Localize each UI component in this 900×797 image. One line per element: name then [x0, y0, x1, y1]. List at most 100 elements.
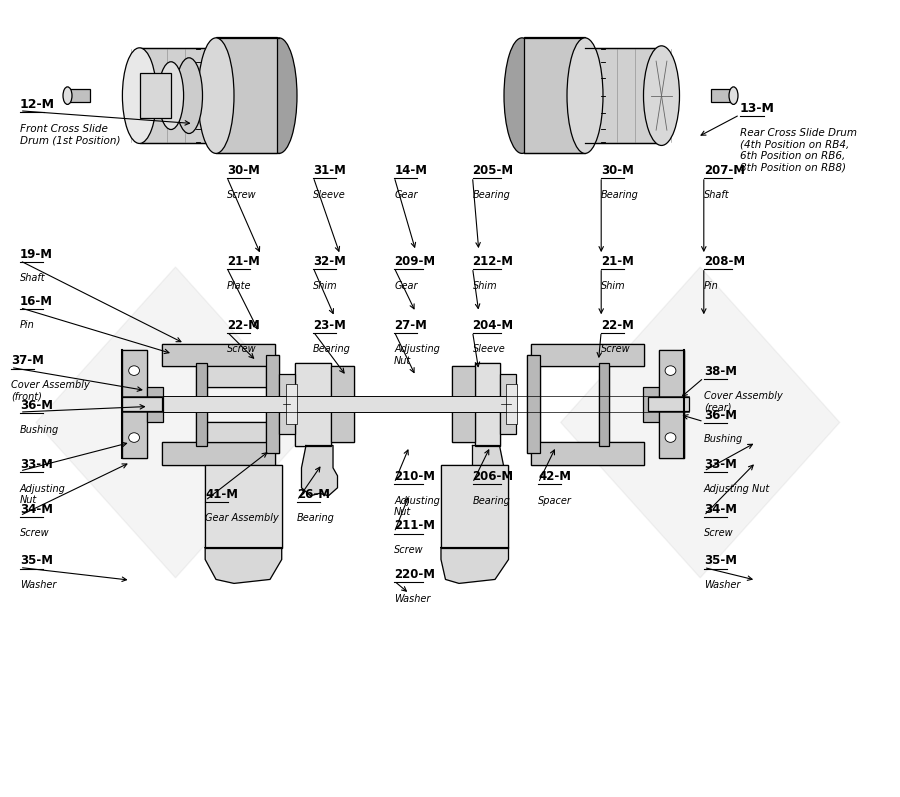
Text: Gear Assembly: Gear Assembly — [205, 513, 279, 524]
Bar — [475, 363, 500, 446]
Ellipse shape — [644, 48, 679, 143]
Text: Bearing: Bearing — [601, 190, 639, 200]
Text: 21-M: 21-M — [227, 255, 260, 268]
Text: Shim: Shim — [472, 281, 497, 291]
Bar — [147, 387, 163, 422]
Text: 21-M: 21-M — [601, 255, 634, 268]
Text: 36-M: 36-M — [704, 409, 737, 422]
Text: Shim: Shim — [601, 281, 626, 291]
Text: Rear Cross Slide Drum
(4th Position on RB4,
6th Position on RB6,
8th Position on: Rear Cross Slide Drum (4th Position on R… — [740, 128, 857, 172]
Ellipse shape — [568, 48, 602, 143]
Bar — [162, 344, 274, 366]
Circle shape — [665, 433, 676, 442]
Text: 33-M: 33-M — [704, 458, 737, 471]
Text: 220-M: 220-M — [394, 568, 436, 581]
Bar — [659, 350, 684, 458]
Text: 35-M: 35-M — [704, 555, 737, 567]
Text: 26-M: 26-M — [297, 488, 330, 501]
Text: 209-M: 209-M — [394, 255, 436, 268]
Bar — [207, 366, 266, 387]
Circle shape — [129, 433, 140, 442]
Text: 30-M: 30-M — [227, 164, 260, 177]
Ellipse shape — [199, 48, 233, 143]
Text: Gear: Gear — [394, 281, 418, 291]
Text: Adjusting
Nut: Adjusting Nut — [394, 496, 440, 517]
Text: 16-M: 16-M — [20, 295, 53, 308]
Bar — [659, 350, 684, 458]
Text: Sleeve: Sleeve — [313, 190, 346, 200]
Circle shape — [665, 366, 676, 375]
Bar — [531, 442, 644, 465]
Text: Screw: Screw — [394, 545, 424, 556]
Bar — [441, 465, 508, 548]
Polygon shape — [561, 267, 840, 578]
Bar — [205, 465, 282, 548]
Text: 32-M: 32-M — [313, 255, 346, 268]
Text: 33-M: 33-M — [20, 458, 53, 471]
Text: 13-M: 13-M — [740, 102, 775, 115]
Ellipse shape — [198, 37, 234, 154]
Bar — [441, 465, 508, 548]
Text: Screw: Screw — [704, 528, 734, 539]
Text: Adjusting
Nut: Adjusting Nut — [20, 484, 66, 505]
Bar — [295, 363, 331, 446]
Bar — [526, 355, 540, 453]
Text: 42-M: 42-M — [538, 470, 572, 483]
Ellipse shape — [176, 58, 202, 133]
Bar — [216, 37, 277, 153]
Bar — [196, 363, 207, 446]
Text: 22-M: 22-M — [601, 319, 634, 332]
Text: Bearing: Bearing — [472, 496, 510, 506]
Text: 12-M: 12-M — [20, 98, 55, 111]
Text: 34-M: 34-M — [20, 503, 53, 516]
Bar — [598, 363, 609, 446]
Text: Adjusting Nut: Adjusting Nut — [704, 484, 770, 494]
Text: Spacer: Spacer — [538, 496, 572, 506]
Bar — [196, 363, 207, 446]
Bar — [331, 366, 354, 442]
Text: Screw: Screw — [20, 528, 50, 539]
Text: 208-M: 208-M — [704, 255, 745, 268]
Text: Washer: Washer — [20, 580, 56, 591]
Bar — [140, 73, 171, 118]
Text: Bushing: Bushing — [20, 425, 59, 435]
Ellipse shape — [729, 87, 738, 104]
Bar — [266, 355, 279, 453]
Ellipse shape — [63, 87, 72, 104]
Bar — [475, 363, 500, 446]
Bar — [122, 350, 147, 458]
Text: 205-M: 205-M — [472, 164, 514, 177]
Circle shape — [129, 366, 140, 375]
Text: 38-M: 38-M — [704, 365, 737, 378]
Bar — [526, 355, 540, 453]
Bar — [207, 366, 266, 387]
Bar — [711, 89, 733, 102]
Bar — [531, 344, 644, 366]
Bar — [452, 366, 475, 442]
Text: 14-M: 14-M — [394, 164, 428, 177]
Text: Gear: Gear — [394, 190, 418, 200]
Text: 35-M: 35-M — [20, 555, 53, 567]
Text: 211-M: 211-M — [394, 520, 436, 532]
Text: 207-M: 207-M — [704, 164, 745, 177]
Text: Cover Assembly
(front): Cover Assembly (front) — [11, 380, 89, 402]
Text: 204-M: 204-M — [472, 319, 514, 332]
Text: Screw: Screw — [601, 344, 631, 355]
Bar — [531, 442, 644, 465]
Polygon shape — [441, 548, 508, 583]
Text: Adjusting
Nut: Adjusting Nut — [394, 344, 440, 366]
Text: 36-M: 36-M — [20, 399, 53, 412]
Bar — [140, 48, 216, 143]
Text: 37-M: 37-M — [11, 355, 44, 367]
Text: Bushing: Bushing — [704, 434, 743, 445]
Bar — [531, 344, 644, 366]
Text: Bearing: Bearing — [472, 190, 510, 200]
Text: Screw: Screw — [227, 190, 256, 200]
Bar — [162, 344, 274, 366]
Bar — [585, 48, 662, 143]
Text: Washer: Washer — [704, 580, 740, 591]
Text: 34-M: 34-M — [704, 503, 737, 516]
Polygon shape — [205, 548, 282, 583]
Text: Pin: Pin — [704, 281, 718, 291]
Bar — [162, 442, 274, 465]
